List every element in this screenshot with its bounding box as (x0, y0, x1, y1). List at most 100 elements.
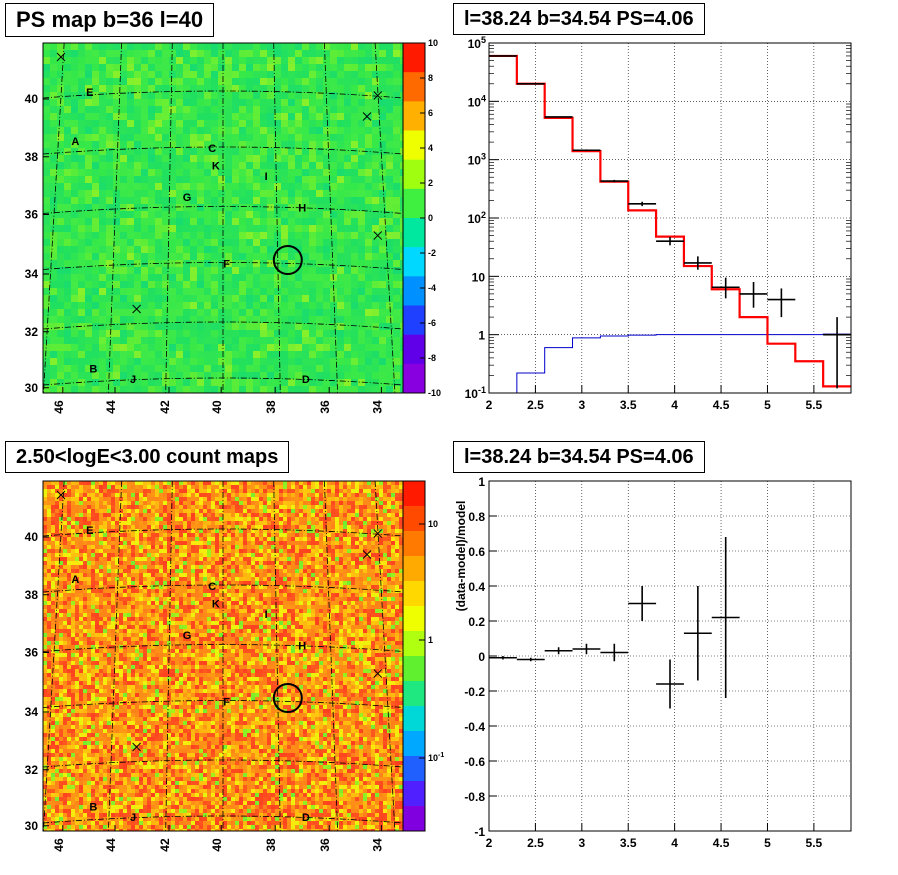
map-pixel (315, 509, 319, 513)
map-pixel (176, 134, 183, 141)
map-pixel (399, 545, 403, 549)
map-pixel (232, 288, 239, 295)
map-pixel (176, 225, 183, 232)
map-pixel (57, 120, 64, 127)
map-pixel (190, 176, 197, 183)
map-pixel (239, 505, 243, 509)
map-pixel (134, 379, 141, 386)
map-pixel (400, 225, 403, 232)
map-pixel (253, 253, 260, 260)
map-pixel (204, 190, 211, 197)
map-pixel (113, 155, 120, 162)
map-pixel (323, 190, 330, 197)
map-pixel (316, 183, 323, 190)
map-pixel (351, 113, 358, 120)
map-pixel (147, 497, 151, 501)
map-pixel (339, 525, 343, 529)
map-pixel (55, 537, 59, 541)
map-pixel (344, 323, 351, 330)
map-pixel (191, 521, 195, 525)
map-pixel (64, 120, 71, 127)
map-pixel (315, 517, 319, 521)
map-pixel (227, 517, 231, 521)
map-pixel (365, 358, 372, 365)
map-pixel (302, 106, 309, 113)
map-pixel (291, 545, 295, 549)
map-pixel (175, 549, 179, 553)
map-pixel (225, 85, 232, 92)
map-pixel (135, 561, 139, 565)
map-pixel (327, 533, 331, 537)
map-pixel (260, 267, 267, 274)
map-pixel (85, 183, 92, 190)
map-pixel (134, 267, 141, 274)
map-pixel (253, 99, 260, 106)
map-pixel (400, 358, 403, 365)
map-pixel (183, 561, 187, 565)
map-pixel (323, 106, 330, 113)
map-pixel (167, 545, 171, 549)
map-pixel (147, 505, 151, 509)
map-pixel (120, 239, 127, 246)
map-pixel (246, 106, 253, 113)
map-pixel (379, 85, 386, 92)
map-pixel (253, 386, 260, 393)
map-pixel (281, 43, 288, 50)
map-pixel (223, 561, 227, 565)
map-pixel (337, 211, 344, 218)
map-pixel (327, 501, 331, 505)
map-pixel (335, 525, 339, 529)
map-pixel (287, 501, 291, 505)
map-pixel (78, 309, 85, 316)
map-pixel (75, 497, 79, 501)
map-pixel (113, 351, 120, 358)
map-pixel (247, 573, 251, 577)
map-pixel (57, 183, 64, 190)
map-pixel (379, 232, 386, 239)
map-pixel (255, 513, 259, 517)
map-pixel (211, 204, 218, 211)
map-pixel (111, 505, 115, 509)
map-pixel (251, 497, 255, 501)
map-pixel (43, 501, 47, 505)
map-pixel (383, 537, 387, 541)
map-pixel (227, 561, 231, 565)
map-pixel (71, 358, 78, 365)
map-pixel (71, 505, 75, 509)
map-pixel (400, 190, 403, 197)
map-pixel (190, 190, 197, 197)
map-pixel (91, 557, 95, 561)
map-pixel (219, 549, 223, 553)
map-pixel (379, 365, 386, 372)
map-pixel (283, 481, 287, 485)
map-pixel (309, 316, 316, 323)
map-pixel (239, 565, 243, 569)
map-pixel (169, 155, 176, 162)
map-pixel (400, 246, 403, 253)
map-pixel (83, 541, 87, 545)
map-pixel (225, 183, 232, 190)
map-pixel (95, 509, 99, 513)
map-pixel (295, 176, 302, 183)
map-pixel (71, 521, 75, 525)
map-pixel (155, 569, 159, 573)
map-pixel (162, 239, 169, 246)
map-pixel (191, 505, 195, 509)
map-pixel (271, 557, 275, 561)
map-pixel (183, 204, 190, 211)
map-pixel (323, 517, 327, 521)
map-pixel (355, 565, 359, 569)
map-pixel (387, 505, 391, 509)
map-pixel (288, 162, 295, 169)
map-pixel (260, 344, 267, 351)
map-pixel (111, 533, 115, 537)
map-pixel (232, 337, 239, 344)
map-pixel (295, 386, 302, 393)
map-pixel (223, 529, 227, 533)
map-pixel (311, 549, 315, 553)
map-pixel (103, 501, 107, 505)
map-pixel (231, 497, 235, 501)
map-pixel (175, 489, 179, 493)
map-pixel (339, 505, 343, 509)
map-pixel (71, 106, 78, 113)
